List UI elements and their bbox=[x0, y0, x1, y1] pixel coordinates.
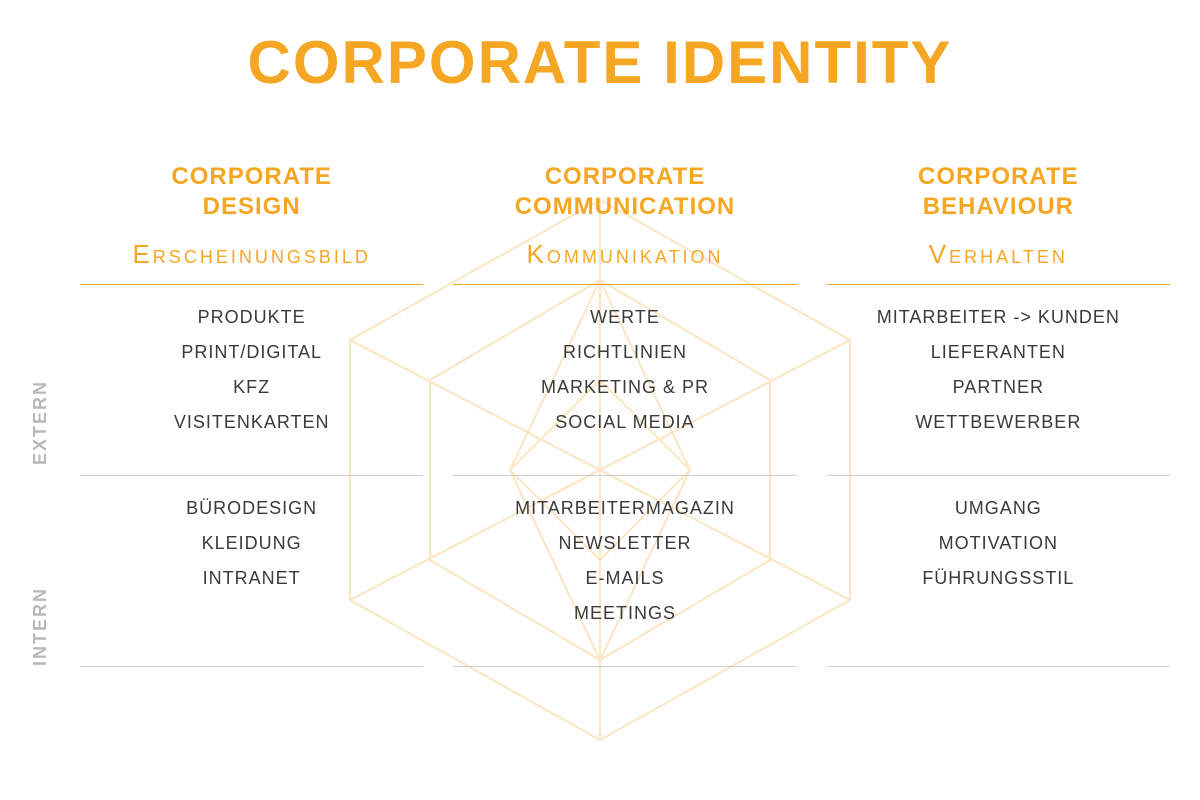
divider-accent bbox=[453, 284, 796, 285]
list-item: BÜRODESIGN bbox=[186, 498, 317, 519]
intern-list-design: BÜRODESIGN KLEIDUNG INTRANET bbox=[80, 498, 423, 648]
extern-list-design: PRODUKTE PRINT/DIGITAL KFZ VISITENKARTEN bbox=[80, 307, 423, 457]
list-item: FÜHRUNGSSTIL bbox=[922, 568, 1074, 589]
list-item: KLEIDUNG bbox=[202, 533, 302, 554]
list-item: SOCIAL MEDIA bbox=[555, 412, 694, 433]
columns: CORPORATE DESIGN Erscheinungsbild PRODUK… bbox=[80, 157, 1170, 727]
list-item: UMGANG bbox=[955, 498, 1042, 519]
list-item: E-MAILS bbox=[585, 568, 664, 589]
col-subtitle-design: Erscheinungsbild bbox=[132, 239, 370, 270]
list-item: LIEFERANTEN bbox=[931, 342, 1066, 363]
divider-gray bbox=[80, 666, 423, 667]
list-item: MITARBEITER -> KUNDEN bbox=[877, 307, 1120, 328]
divider-accent bbox=[80, 284, 423, 285]
col-subtitle-communication: Kommunikation bbox=[526, 239, 723, 270]
divider-accent bbox=[827, 284, 1170, 285]
extern-list-behaviour: MITARBEITER -> KUNDEN LIEFERANTEN PARTNE… bbox=[827, 307, 1170, 457]
list-item: MOTIVATION bbox=[939, 533, 1058, 554]
list-item: PRINT/DIGITAL bbox=[181, 342, 322, 363]
list-item: WERTE bbox=[590, 307, 660, 328]
col-subtitle-behaviour: Verhalten bbox=[929, 239, 1068, 270]
list-item: RICHTLINIEN bbox=[563, 342, 687, 363]
content-grid: EXTERN INTERN CORPORATE DESIGN Erscheinu… bbox=[0, 117, 1200, 727]
intern-list-communication: MITARBEITERMAGAZIN NEWSLETTER E-MAILS ME… bbox=[453, 498, 796, 648]
list-item: PRODUKTE bbox=[198, 307, 306, 328]
col-communication: CORPORATE COMMUNICATION Kommunikation WE… bbox=[453, 157, 796, 727]
divider-gray bbox=[80, 475, 423, 476]
list-item: KFZ bbox=[233, 377, 270, 398]
list-item: PARTNER bbox=[953, 377, 1044, 398]
col-design: CORPORATE DESIGN Erscheinungsbild PRODUK… bbox=[80, 157, 423, 727]
divider-gray bbox=[827, 475, 1170, 476]
list-item: MITARBEITERMAGAZIN bbox=[515, 498, 735, 519]
extern-list-communication: WERTE RICHTLINIEN MARKETING & PR SOCIAL … bbox=[453, 307, 796, 457]
divider-gray bbox=[453, 475, 796, 476]
list-item: MEETINGS bbox=[574, 603, 676, 624]
list-item: NEWSLETTER bbox=[558, 533, 691, 554]
list-item: MARKETING & PR bbox=[541, 377, 709, 398]
main-title: CORPORATE IDENTITY bbox=[0, 0, 1200, 117]
divider-gray bbox=[827, 666, 1170, 667]
list-item: INTRANET bbox=[203, 568, 301, 589]
list-item: WETTBEWERBER bbox=[915, 412, 1081, 433]
col-title-behaviour: CORPORATE BEHAVIOUR bbox=[918, 157, 1079, 227]
col-title-design: CORPORATE DESIGN bbox=[171, 157, 332, 227]
side-labels: EXTERN INTERN bbox=[30, 157, 80, 727]
side-label-intern: INTERN bbox=[30, 527, 80, 727]
list-item: VISITENKARTEN bbox=[174, 412, 330, 433]
side-label-extern: EXTERN bbox=[30, 332, 80, 512]
divider-gray bbox=[453, 666, 796, 667]
col-title-communication: CORPORATE COMMUNICATION bbox=[515, 157, 736, 227]
intern-list-behaviour: UMGANG MOTIVATION FÜHRUNGSSTIL bbox=[827, 498, 1170, 648]
col-behaviour: CORPORATE BEHAVIOUR Verhalten MITARBEITE… bbox=[827, 157, 1170, 727]
